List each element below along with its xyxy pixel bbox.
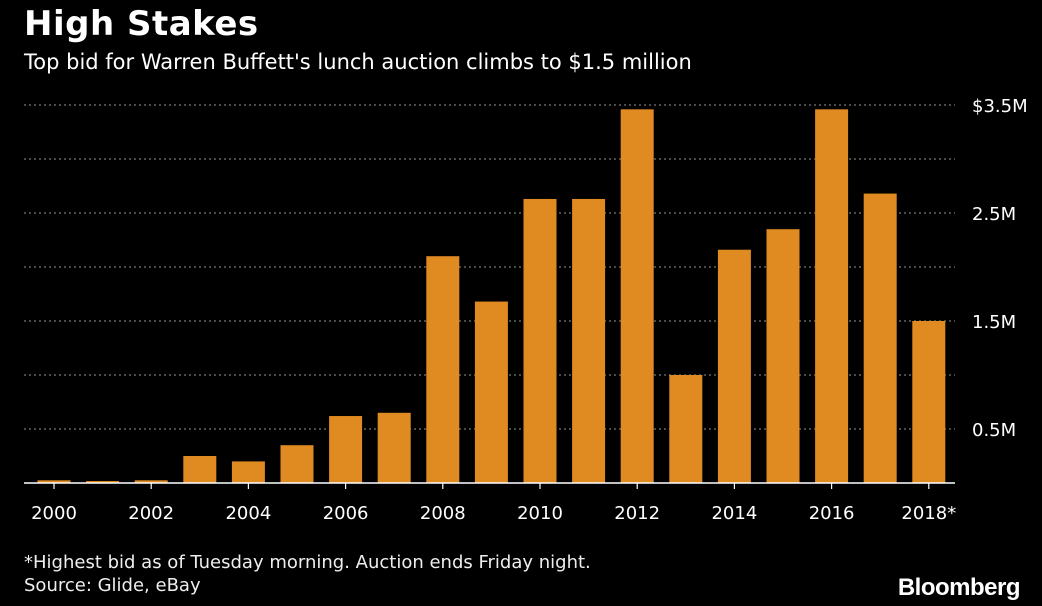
bar — [377, 412, 411, 483]
x-tick-label: 2014 — [711, 503, 757, 524]
bar — [37, 480, 71, 483]
bar — [523, 198, 557, 483]
bar — [474, 301, 508, 483]
x-tick-label: 2018* — [901, 503, 956, 524]
bar — [86, 481, 120, 483]
x-tick-label: 2002 — [128, 503, 174, 524]
y-tick-label: $3.5M — [972, 96, 1028, 117]
bar — [231, 461, 265, 483]
y-tick-label: 0.5M — [972, 420, 1016, 441]
x-tick-label: 2012 — [614, 503, 660, 524]
bar — [280, 445, 314, 483]
footnote: *Highest bid as of Tuesday morning. Auct… — [24, 552, 591, 573]
bar — [766, 229, 800, 483]
bar — [912, 321, 946, 483]
source-note: Source: Glide, eBay — [24, 575, 201, 596]
y-tick-label: 1.5M — [972, 312, 1016, 333]
bloomberg-logo: Bloomberg — [897, 574, 1021, 601]
chart-subtitle: Top bid for Warren Buffett's lunch aucti… — [24, 50, 692, 74]
x-tick-label: 2006 — [323, 503, 369, 524]
bar — [426, 256, 460, 483]
bar — [572, 198, 606, 483]
bar — [620, 109, 654, 483]
bar — [863, 193, 897, 483]
x-tick-label: 2004 — [225, 503, 271, 524]
bar — [183, 456, 217, 483]
x-tick-label: 2008 — [420, 503, 466, 524]
bar — [329, 416, 363, 483]
bar — [134, 480, 168, 483]
bar — [669, 375, 703, 483]
y-tick-label: 2.5M — [972, 204, 1016, 225]
chart-title: High Stakes — [24, 4, 259, 44]
bar — [717, 249, 751, 483]
bar — [815, 109, 849, 483]
x-tick-label: 2010 — [517, 503, 563, 524]
x-tick-label: 2016 — [809, 503, 855, 524]
x-tick-label: 2000 — [31, 503, 77, 524]
